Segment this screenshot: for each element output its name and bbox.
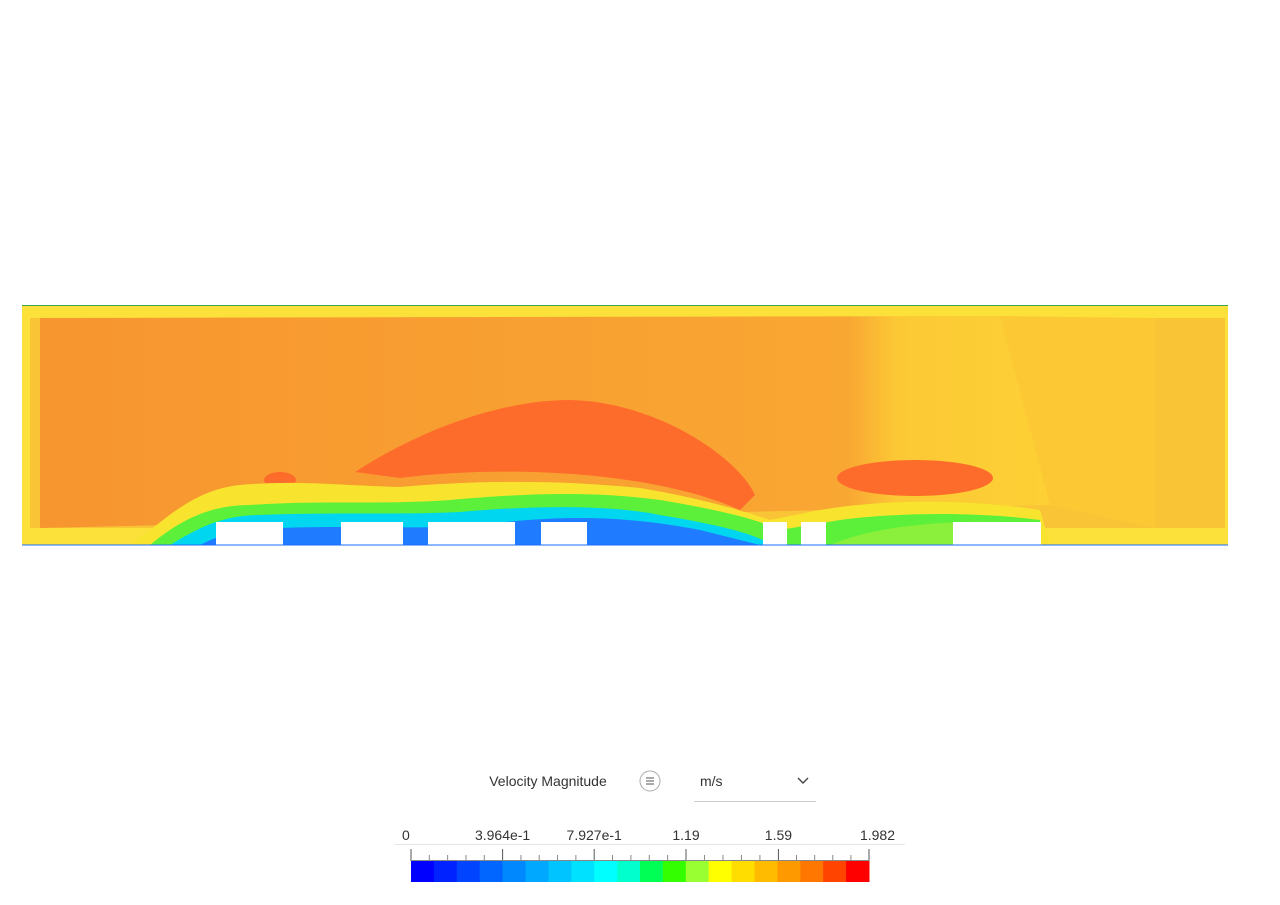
color-swatch: [708, 861, 733, 882]
color-swatch: [411, 861, 435, 882]
color-swatch: [800, 861, 824, 882]
legend-title: Velocity Magnitude: [489, 773, 607, 789]
tick-label: 1.19: [672, 827, 699, 843]
legend-menu-button[interactable]: [639, 770, 661, 792]
tick-label: 7.927e-1: [567, 827, 622, 843]
tick-label: 0: [402, 827, 410, 843]
flow-field: [22, 305, 1228, 546]
tick-label: 3.964e-1: [475, 827, 530, 843]
obstacles: [216, 522, 1041, 546]
color-bar-ticks: 0 3.964e-1 7.927e-1 1.19 1.59 1.982: [402, 827, 895, 861]
color-swatch: [662, 861, 687, 882]
tick-label: 1.59: [765, 827, 792, 843]
color-swatch: [502, 861, 526, 882]
tick-label: 1.982: [860, 827, 895, 843]
color-swatch: [823, 861, 847, 882]
color-swatch: [525, 861, 549, 882]
color-swatch: [685, 861, 710, 882]
color-swatch: [594, 861, 618, 882]
unit-label: m/s: [700, 773, 723, 789]
color-swatch: [548, 861, 572, 882]
color-swatch: [456, 861, 481, 882]
color-swatch: [640, 861, 664, 882]
color-swatch: [571, 861, 595, 882]
unit-dropdown[interactable]: m/s: [694, 773, 816, 802]
color-swatch: [777, 861, 801, 882]
field-right: [1000, 316, 1155, 528]
color-swatch: [846, 861, 870, 882]
high-velocity-zone: [837, 460, 993, 496]
color-swatch: [617, 861, 641, 882]
color-bar: [411, 861, 870, 882]
color-swatch: [479, 861, 504, 882]
high-velocity-zone: [355, 400, 755, 510]
color-swatch: [731, 861, 755, 882]
color-swatch: [754, 861, 778, 882]
color-swatch: [433, 861, 458, 882]
legend: Velocity Magnitude m/s 0 3.964e-1 7.927e-1…: [395, 770, 905, 882]
